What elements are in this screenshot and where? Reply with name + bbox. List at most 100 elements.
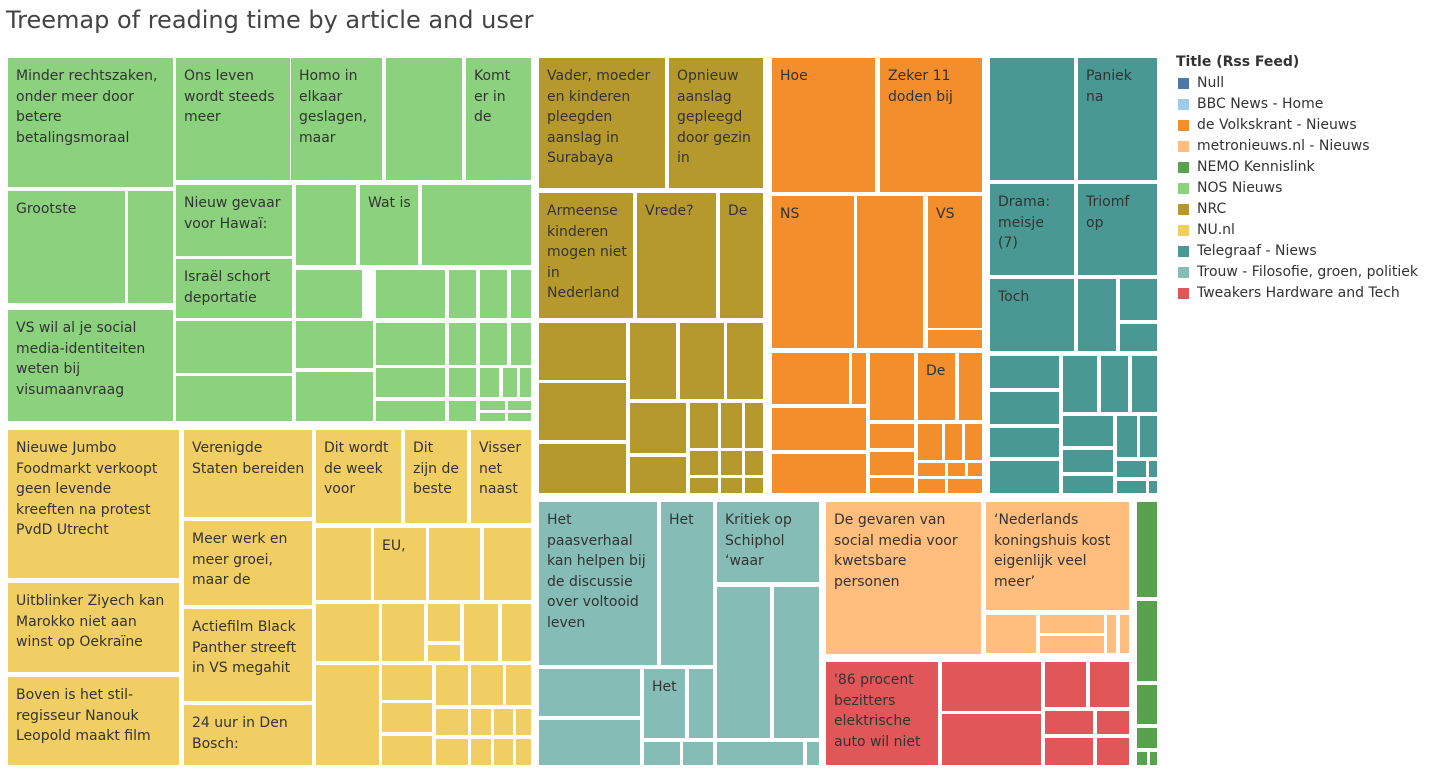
treemap-tile[interactable] xyxy=(680,323,724,399)
treemap-tile[interactable] xyxy=(1117,481,1146,493)
treemap-tile[interactable] xyxy=(494,739,513,765)
treemap-tile[interactable]: Vrede? xyxy=(637,193,716,318)
treemap-tile[interactable] xyxy=(176,321,292,373)
legend-item[interactable]: NU.nl xyxy=(1176,221,1430,242)
treemap-tile[interactable] xyxy=(464,604,498,661)
treemap-tile[interactable]: '86 procent bezitters elektrische auto w… xyxy=(826,662,938,765)
treemap-tile[interactable]: Homo in elkaar geslagen, maar xyxy=(291,58,382,180)
treemap-tile[interactable]: Minder rechtszaken, onder meer door bete… xyxy=(8,58,173,187)
treemap-tile[interactable] xyxy=(721,403,742,448)
treemap-tile[interactable] xyxy=(1090,662,1129,707)
treemap-tile[interactable] xyxy=(1120,615,1129,653)
treemap-tile[interactable] xyxy=(1063,476,1113,493)
treemap-tile[interactable]: Triomf op xyxy=(1078,184,1157,275)
legend-item[interactable]: NRC xyxy=(1176,200,1430,221)
treemap-tile[interactable] xyxy=(128,191,173,303)
treemap-tile[interactable] xyxy=(1137,502,1157,597)
treemap-tile[interactable] xyxy=(870,478,914,493)
treemap-tile[interactable]: De gevaren van social media voor kwetsba… xyxy=(826,502,981,654)
treemap-tile[interactable] xyxy=(942,714,1041,765)
treemap-tile[interactable] xyxy=(1150,752,1157,765)
treemap-tile[interactable]: Komt er in de xyxy=(466,58,531,180)
treemap-tile[interactable]: Dit zijn de beste xyxy=(405,430,467,523)
treemap-tile[interactable] xyxy=(690,403,718,448)
treemap-tile[interactable] xyxy=(1045,738,1093,765)
treemap-tile[interactable] xyxy=(436,709,468,735)
treemap-tile[interactable] xyxy=(1045,711,1093,734)
legend-item[interactable]: BBC News - Home xyxy=(1176,95,1430,116)
treemap-tile[interactable] xyxy=(1097,711,1129,734)
legend-item[interactable]: Telegraaf - Niews xyxy=(1176,242,1430,263)
treemap-tile[interactable]: Hoe xyxy=(772,58,875,192)
treemap-tile[interactable] xyxy=(480,368,499,397)
treemap-tile[interactable]: De xyxy=(720,193,763,318)
treemap-tile[interactable] xyxy=(630,323,676,399)
treemap-tile[interactable] xyxy=(1063,416,1113,446)
treemap-tile[interactable] xyxy=(508,413,531,421)
treemap-tile[interactable] xyxy=(772,454,866,493)
treemap-tile[interactable] xyxy=(539,669,640,716)
treemap-tile[interactable] xyxy=(471,709,491,735)
treemap-tile[interactable] xyxy=(494,709,513,735)
treemap-tile[interactable] xyxy=(1149,461,1157,477)
treemap-tile[interactable] xyxy=(539,720,640,765)
treemap-tile[interactable] xyxy=(511,270,531,318)
treemap-tile[interactable] xyxy=(502,604,531,661)
treemap-tile[interactable] xyxy=(429,528,480,600)
treemap-tile[interactable] xyxy=(644,742,680,765)
treemap-tile[interactable] xyxy=(918,463,945,476)
treemap-tile[interactable]: Kritiek op Schiphol ‘waar xyxy=(717,502,819,582)
treemap-tile[interactable] xyxy=(1097,738,1129,765)
treemap-tile[interactable] xyxy=(1063,356,1097,412)
treemap-tile[interactable] xyxy=(852,353,866,404)
treemap-tile[interactable] xyxy=(471,739,491,765)
treemap-tile[interactable] xyxy=(511,323,531,365)
treemap-tile[interactable]: Toch xyxy=(990,279,1074,351)
treemap-tile[interactable]: Het paasverhaal kan helpen bij de discus… xyxy=(539,502,657,665)
treemap-tile[interactable]: Dit wordt de week voor xyxy=(316,430,401,523)
treemap-tile[interactable] xyxy=(948,479,982,493)
treemap-tile[interactable] xyxy=(376,368,445,397)
treemap-tile[interactable] xyxy=(484,528,531,600)
treemap-tile[interactable] xyxy=(717,742,803,765)
treemap-tile[interactable] xyxy=(1063,450,1113,472)
treemap-tile[interactable] xyxy=(1137,601,1157,681)
treemap-tile[interactable] xyxy=(516,739,531,765)
treemap-tile[interactable] xyxy=(316,528,371,600)
treemap-tile[interactable]: Het xyxy=(644,669,685,738)
treemap-tile[interactable] xyxy=(857,196,923,348)
treemap-tile[interactable] xyxy=(690,478,718,493)
treemap-tile[interactable] xyxy=(745,403,763,448)
treemap-tile[interactable] xyxy=(176,376,292,421)
treemap-tile[interactable] xyxy=(990,428,1059,457)
treemap-tile[interactable] xyxy=(1137,752,1147,765)
treemap-tile[interactable] xyxy=(1149,481,1157,493)
treemap-tile[interactable] xyxy=(296,185,356,265)
treemap-tile[interactable] xyxy=(1045,662,1086,707)
treemap-tile[interactable] xyxy=(772,353,849,404)
treemap-tile[interactable] xyxy=(296,372,373,421)
treemap-tile[interactable] xyxy=(1040,615,1104,633)
treemap-tile[interactable] xyxy=(990,392,1059,424)
treemap-tile[interactable] xyxy=(449,368,476,397)
treemap-tile[interactable]: De xyxy=(918,353,955,420)
treemap-tile[interactable] xyxy=(990,58,1074,180)
treemap-tile[interactable] xyxy=(630,457,686,493)
treemap-tile[interactable] xyxy=(689,669,713,738)
treemap-tile[interactable] xyxy=(727,323,763,399)
treemap-tile[interactable] xyxy=(745,451,763,475)
treemap-tile[interactable] xyxy=(376,401,445,421)
treemap-tile[interactable] xyxy=(382,736,432,765)
treemap-tile[interactable] xyxy=(480,270,507,318)
treemap-tile[interactable] xyxy=(1107,615,1116,653)
treemap-tile[interactable] xyxy=(928,330,982,348)
treemap-tile[interactable] xyxy=(428,604,460,641)
treemap-tile[interactable] xyxy=(382,604,424,661)
treemap-tile[interactable] xyxy=(717,587,770,738)
treemap-tile[interactable] xyxy=(1120,324,1157,351)
treemap-tile[interactable]: Nieuwe Jumbo Foodmarkt verkoopt geen lev… xyxy=(8,430,179,578)
treemap-tile[interactable] xyxy=(436,665,468,705)
treemap-tile[interactable] xyxy=(945,424,962,460)
treemap-tile[interactable] xyxy=(316,665,379,765)
treemap-tile[interactable] xyxy=(1101,356,1128,412)
